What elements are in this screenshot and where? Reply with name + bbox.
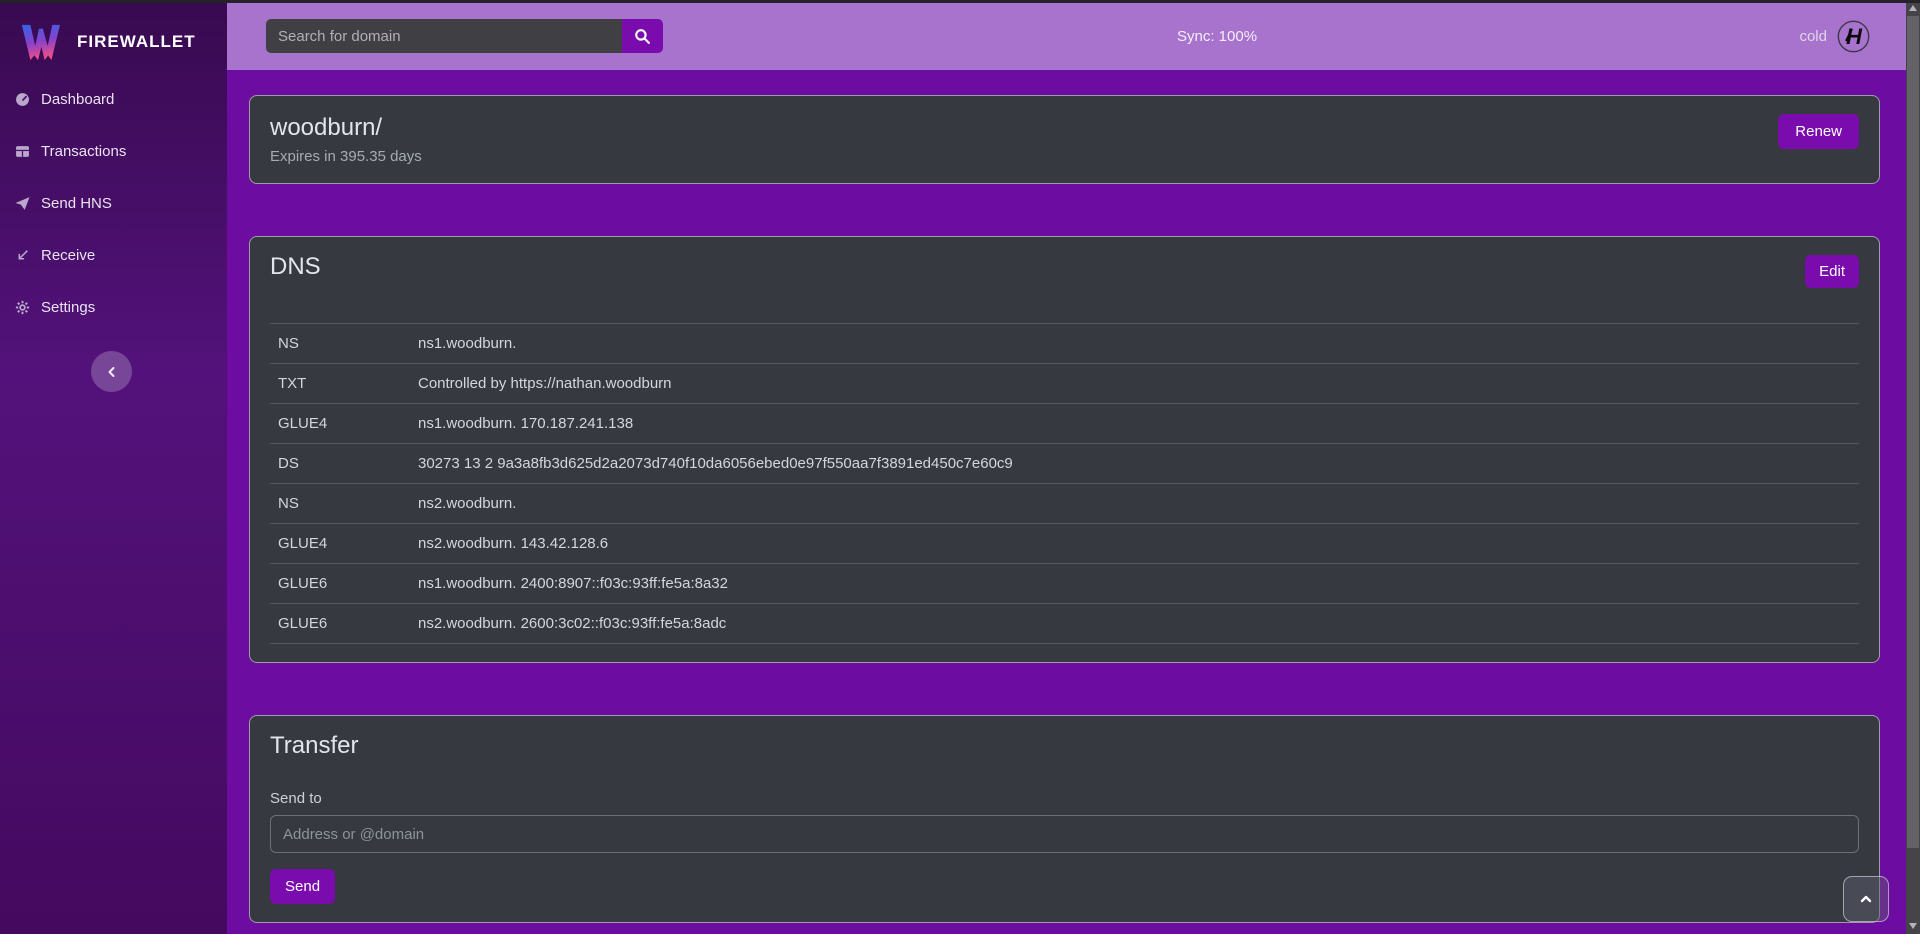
send-transfer-button[interactable]: Send — [270, 869, 336, 904]
dns-record-value: ns1.woodburn. — [418, 335, 517, 352]
sidebar-nav: Dashboard Transactions Send HNS — [0, 73, 227, 333]
dns-record-type: GLUE4 — [278, 415, 328, 432]
dns-title: DNS — [270, 253, 321, 280]
dns-table-body: NS ns1.woodburn. TXT Controlled by https… — [270, 323, 1859, 644]
wallet-indicator: cold H — [1799, 3, 1870, 70]
dns-record-value: ns2.woodburn. 2600:3c02::f03c:93ff:fe5a:… — [418, 615, 727, 632]
firewallet-logo-icon — [21, 24, 60, 61]
domain-search-input[interactable] — [266, 19, 622, 53]
domain-title: woodburn/ — [270, 114, 383, 141]
dns-record-type: NS — [278, 335, 299, 352]
wallet-name: cold — [1799, 28, 1827, 45]
search-icon — [635, 28, 650, 44]
dns-record-row: GLUE6 ns2.woodburn. 2600:3c02::f03c:93ff… — [270, 603, 1859, 644]
sidebar-item-dashboard[interactable]: Dashboard — [0, 73, 227, 125]
dns-record-value: ns1.woodburn. 2400:8907::f03c:93ff:fe5a:… — [418, 575, 728, 592]
dns-record-value: ns2.woodburn. — [418, 495, 517, 512]
dns-record-type: GLUE4 — [278, 535, 328, 552]
domain-search — [266, 19, 663, 53]
receive-arrow-icon — [18, 249, 28, 259]
transfer-title: Transfer — [270, 732, 359, 759]
scrollbar-thumb[interactable] — [1907, 16, 1919, 848]
brand-name: FIREWALLET — [77, 32, 196, 51]
page-scrollbar — [1906, 0, 1920, 934]
sidebar-item-settings[interactable]: Settings — [0, 281, 227, 333]
dns-record-value: Controlled by https://nathan.woodburn — [418, 375, 672, 392]
dns-record-row: GLUE4 ns1.woodburn. 170.187.241.138 — [270, 403, 1859, 443]
sidebar-item-label: Settings — [41, 298, 96, 316]
domain-expiry: Expires in 395.35 days — [270, 148, 422, 165]
sidebar-item-label: Receive — [41, 246, 96, 264]
dns-record-type: DS — [278, 455, 299, 472]
edit-dns-button[interactable]: Edit — [1805, 255, 1859, 288]
sidebar-item-receive[interactable]: Receive — [0, 229, 227, 281]
dns-record-row: GLUE4 ns2.woodburn. 143.42.128.6 — [270, 523, 1859, 563]
dns-record-value: ns1.woodburn. 170.187.241.138 — [418, 415, 634, 432]
search-button[interactable] — [622, 19, 663, 53]
brand[interactable]: FIREWALLET — [0, 0, 227, 70]
send-icon — [15, 196, 30, 210]
sidebar-item-transactions[interactable]: Transactions — [0, 125, 227, 177]
sidebar: FIREWALLET Dashboard Transactions — [0, 0, 227, 934]
chevron-left-icon — [108, 366, 114, 377]
transfer-card: Transfer Send to Send — [249, 715, 1880, 923]
sidebar-item-label: Dashboard — [41, 90, 115, 108]
scrollbar-down-arrow[interactable] — [1909, 923, 1917, 929]
dns-record-type: GLUE6 — [278, 575, 328, 592]
dns-record-value: ns2.woodburn. 143.42.128.6 — [418, 535, 609, 552]
dns-record-value: 30273 13 2 9a3a8fb3d625d2a2073d740f10da6… — [418, 455, 1013, 472]
sync-status: Sync: 100% — [1177, 28, 1258, 45]
send-to-label: Send to — [270, 790, 322, 807]
gauge-icon — [16, 92, 29, 106]
dns-record-type: TXT — [278, 375, 307, 392]
domain-card: woodburn/ Expires in 395.35 days Renew — [249, 95, 1880, 184]
dns-record-type: GLUE6 — [278, 615, 328, 632]
wallet-avatar-icon[interactable]: H — [1837, 20, 1870, 53]
renew-button[interactable]: Renew — [1778, 114, 1859, 149]
gear-icon — [15, 300, 30, 314]
dns-record-type: NS — [278, 495, 299, 512]
sidebar-item-send-hns[interactable]: Send HNS — [0, 177, 227, 229]
transfer-address-input[interactable] — [270, 815, 1859, 853]
scrollbar-up-arrow[interactable] — [1909, 5, 1917, 11]
sidebar-collapse-button[interactable] — [91, 351, 132, 392]
topbar: Sync: 100% cold H — [227, 3, 1920, 70]
dns-record-row: DS 30273 13 2 9a3a8fb3d625d2a2073d740f10… — [270, 443, 1859, 483]
chevron-up-icon — [1860, 895, 1872, 903]
dns-record-row: GLUE6 ns1.woodburn. 2400:8907::f03c:93ff… — [270, 563, 1859, 603]
sidebar-item-label: Send HNS — [41, 194, 112, 212]
window-top-edge — [0, 0, 1920, 3]
table-icon — [16, 145, 29, 157]
main-content: woodburn/ Expires in 395.35 days Renew D… — [227, 70, 1920, 934]
dns-record-row: NS ns1.woodburn. — [270, 323, 1859, 363]
sidebar-item-label: Transactions — [41, 142, 127, 160]
scroll-to-top-button[interactable] — [1843, 876, 1889, 922]
dns-record-row: TXT Controlled by https://nathan.woodbur… — [270, 363, 1859, 403]
dns-card: DNS Edit NS ns1.woodburn. TXT Controlled… — [249, 236, 1880, 663]
dns-record-row: NS ns2.woodburn. — [270, 483, 1859, 523]
